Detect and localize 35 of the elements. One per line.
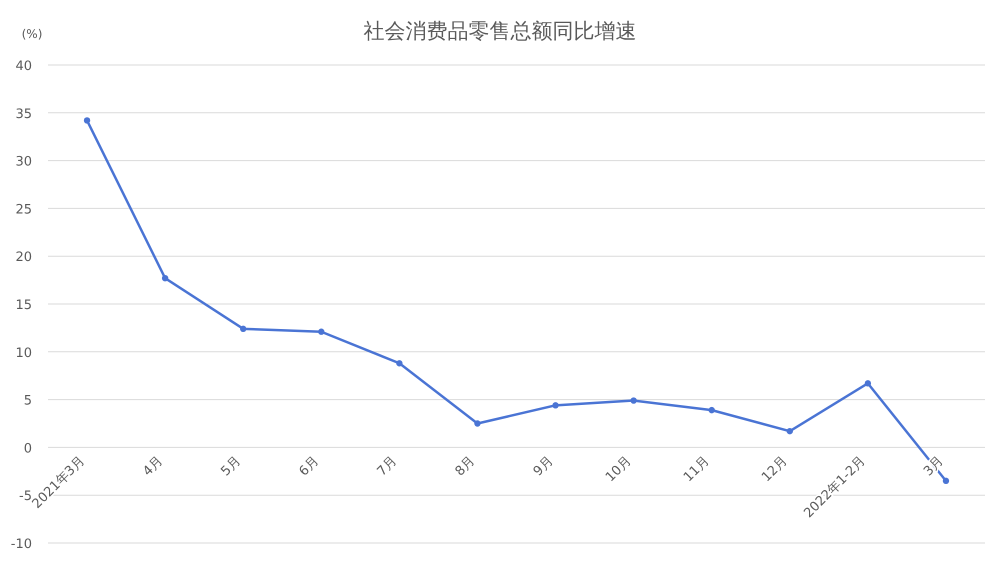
y-tick-label: -5	[19, 489, 32, 504]
point	[786, 428, 793, 434]
point	[162, 274, 168, 282]
x-tick-label: 11月	[681, 454, 713, 486]
point	[552, 402, 559, 409]
x-tick-label: 4月	[140, 454, 166, 480]
x-tick-label: 9月	[530, 454, 556, 480]
point	[240, 326, 246, 332]
y-tick-label: 40	[15, 59, 32, 74]
x-tick-label: 7月	[374, 454, 400, 480]
point	[84, 117, 90, 124]
chart-title: 社会消费品零售总额同比增速	[364, 19, 636, 43]
point	[474, 420, 481, 427]
point	[942, 478, 950, 484]
y-tick-label: 35	[15, 106, 32, 122]
y-tick-label: 25	[15, 202, 32, 218]
x-tick-label: 6月	[296, 454, 322, 480]
x-tick-label: 3月	[921, 454, 947, 480]
x-tick-label: 12月	[759, 454, 791, 486]
y-tick-label: 0	[24, 441, 32, 456]
y-axis-title: (%)	[22, 27, 42, 41]
y-tick-label: -10	[10, 537, 32, 552]
point	[396, 360, 403, 366]
point	[864, 380, 872, 387]
x-tick-label: 8月	[452, 454, 478, 480]
x-tick-label: 10月	[602, 454, 634, 486]
y-tick-label: 15	[15, 298, 32, 313]
y-tick-label: 20	[15, 250, 32, 266]
point	[630, 397, 637, 404]
x-tick-label: 5月	[218, 454, 244, 480]
point	[318, 328, 324, 335]
point	[708, 406, 715, 414]
y-tick-label: 5	[24, 394, 32, 409]
y-tick-label: 30	[15, 154, 32, 170]
y-tick-label: 10	[15, 346, 32, 361]
